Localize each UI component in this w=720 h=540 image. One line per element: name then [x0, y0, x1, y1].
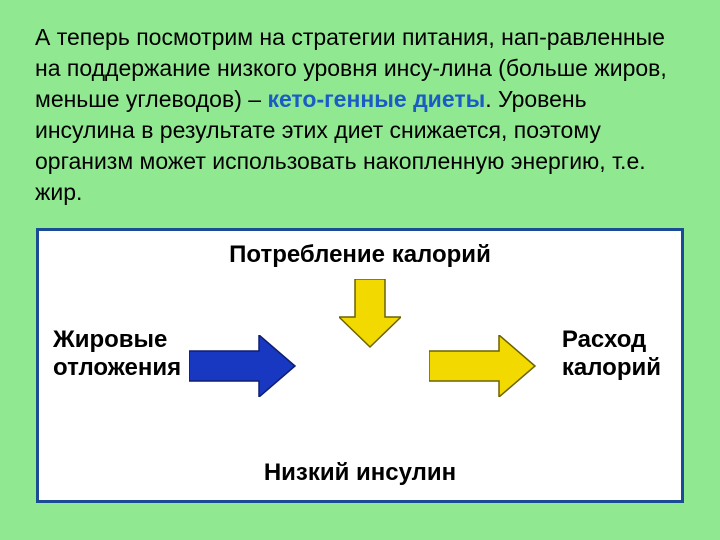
para-highlight: кето-генные диеты [267, 86, 485, 112]
label-bottom: Низкий инсулин [264, 459, 456, 487]
arrow-down-poly [339, 279, 401, 347]
label-left-line1: Жировые [53, 326, 167, 353]
arrow-right-yellow-icon [429, 335, 537, 397]
arrow-blue-poly [189, 335, 295, 397]
label-left-line2: отложения [53, 354, 181, 381]
diagram-frame: Потребление калорий Жировые отложения Ра… [36, 228, 684, 503]
intro-paragraph: А теперь посмотрим на стратегии питания,… [35, 22, 685, 208]
arrow-right-blue-icon [189, 335, 297, 397]
arrow-yellow-poly [429, 335, 535, 397]
label-right: Расход калорий [562, 326, 661, 381]
label-right-line2: калорий [562, 354, 661, 381]
label-top: Потребление калорий [229, 241, 491, 269]
arrow-down-icon [339, 279, 401, 349]
label-right-line1: Расход [562, 326, 646, 353]
label-left: Жировые отложения [53, 326, 181, 381]
